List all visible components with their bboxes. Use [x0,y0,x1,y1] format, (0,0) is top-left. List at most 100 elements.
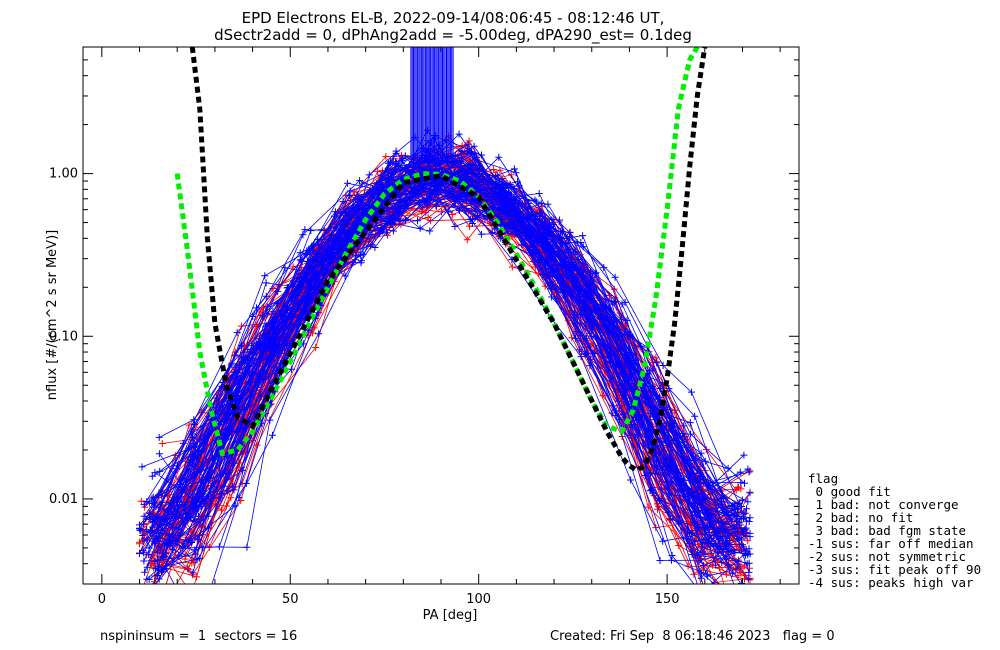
blue-data-point [610,327,618,335]
red-data-point [671,406,679,414]
blue-data-point [162,565,170,573]
blue-data-point [263,322,270,330]
blue-data-point [343,219,350,227]
red-data-point [256,308,264,316]
blue-data-point [189,450,197,458]
blue-data-point [591,270,599,278]
blue-data-point [151,469,159,477]
blue-data-point [162,549,170,557]
blue-data-point [414,217,421,225]
blue-data-point [219,402,226,410]
blue-data-point [337,242,345,250]
blue-data-point [738,528,746,535]
blue-data-point [299,231,307,239]
blue-data-point [746,489,754,497]
blue-data-point [500,198,508,206]
blue-trace [152,154,725,550]
blue-data-point [489,203,497,211]
blue-data-point [383,183,391,191]
blue-data-point [166,541,174,549]
blue-data-point [154,572,162,579]
blue-trace [148,171,729,555]
blue-data-point [458,147,466,155]
blue-data-point [712,540,720,548]
blue-data-point [666,515,674,523]
blue-data-point [448,185,456,193]
blue-data-point [694,483,702,491]
blue-data-point [296,289,304,297]
blue-data-point [532,248,540,256]
blue-data-point [274,287,282,295]
blue-data-point [242,479,250,487]
blue-data-point [706,529,714,536]
red-data-point [716,564,723,572]
blue-data-point [508,203,516,211]
blue-data-point [197,465,205,473]
blue-data-point [744,498,752,506]
y-tick-label: 0.01 [49,492,78,507]
blue-data-point [623,316,631,324]
blue-data-point [728,546,736,554]
y-axis-label: nflux [#/(cm^2 s sr MeV)] [45,230,60,400]
blue-data-point [601,346,609,354]
blue-data-point [254,375,262,383]
blue-data-point [269,431,276,439]
x-tick-label: 0 [98,592,106,607]
blue-data-point [611,273,619,281]
blue-data-point [726,537,734,544]
blue-data-point [738,536,745,544]
blue-data-point [195,492,203,500]
blue-data-point [198,448,206,455]
blue-trace [158,185,743,532]
x-tick-label: 100 [466,592,491,607]
blue-data-point [425,192,433,200]
blue-data-point [622,386,630,394]
blue-data-point [451,223,459,230]
legend-item: 2 bad: no fit [808,510,913,525]
blue-trace [146,189,723,556]
blue-data-point [661,429,669,437]
blue-data-point [434,197,442,205]
blue-data-point [641,412,649,420]
blue-data-point [620,361,628,369]
blue-data-point [690,457,698,464]
blue-data-point [646,469,654,477]
blue-data-point [607,297,615,305]
blue-data-point [579,232,587,240]
blue-data-point [656,393,664,401]
blue-data-point [402,217,409,225]
blue-data-point [701,457,709,465]
blue-data-point [399,154,407,162]
blue-data-point [146,513,154,521]
x-axis-label: PA [deg] [423,608,478,623]
blue-data-point [650,461,658,469]
blue-data-point [743,590,750,597]
blue-data-point [680,422,688,430]
blue-data-point [468,148,476,156]
blue-data-point [357,259,365,267]
blue-data-point [478,151,485,159]
blue-data-point [455,130,463,138]
red-data-point [724,590,731,597]
blue-trace [153,168,740,523]
red-data-point [136,593,143,600]
blue-data-point [743,505,750,513]
fit-curves [174,47,708,474]
blue-data-point [572,328,580,336]
blue-data-point [337,229,345,237]
blue-data-point [581,350,589,358]
blue-data-point [664,462,672,470]
blue-data-point [426,227,434,235]
pitch-angle-traces [136,47,754,600]
blue-data-point [356,177,364,185]
red-data-point [382,153,390,161]
blue-data-point [160,540,168,548]
legend-item: 0 good fit [808,484,891,499]
blue-data-point [287,365,295,373]
blue-data-point [196,554,204,562]
y-tick-label: 0.10 [49,329,78,344]
blue-data-point [269,308,277,316]
blue-data-point [466,215,474,223]
blue-data-point [175,551,183,559]
blue-data-point [340,215,348,223]
